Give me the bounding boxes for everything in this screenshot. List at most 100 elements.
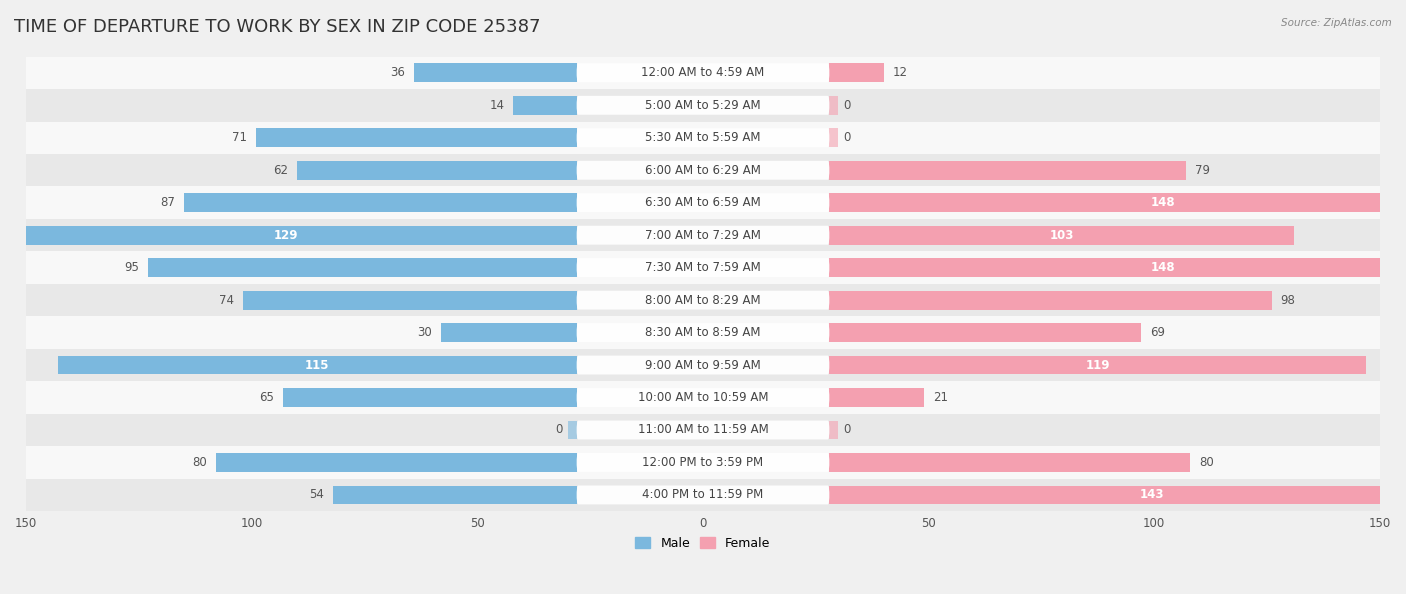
Text: 95: 95 xyxy=(124,261,139,274)
Text: 4:00 PM to 11:59 PM: 4:00 PM to 11:59 PM xyxy=(643,488,763,501)
Bar xyxy=(830,323,1140,342)
Text: 8:30 AM to 8:59 AM: 8:30 AM to 8:59 AM xyxy=(645,326,761,339)
Text: 115: 115 xyxy=(305,359,329,372)
FancyBboxPatch shape xyxy=(576,421,830,440)
Text: 143: 143 xyxy=(1140,488,1164,501)
Text: 87: 87 xyxy=(160,196,174,209)
Text: 79: 79 xyxy=(1195,164,1209,177)
FancyBboxPatch shape xyxy=(27,89,1379,122)
FancyBboxPatch shape xyxy=(27,479,1379,511)
Text: 6:00 AM to 6:29 AM: 6:00 AM to 6:29 AM xyxy=(645,164,761,177)
Bar xyxy=(148,258,576,277)
Text: 7:30 AM to 7:59 AM: 7:30 AM to 7:59 AM xyxy=(645,261,761,274)
Bar xyxy=(830,290,1271,309)
FancyBboxPatch shape xyxy=(576,64,830,82)
Bar xyxy=(830,193,1406,212)
Text: 0: 0 xyxy=(842,424,851,437)
Text: 119: 119 xyxy=(1085,359,1111,372)
FancyBboxPatch shape xyxy=(27,349,1379,381)
Text: 36: 36 xyxy=(391,67,405,80)
Bar xyxy=(830,258,1406,277)
Bar xyxy=(256,128,576,147)
FancyBboxPatch shape xyxy=(576,356,830,374)
Bar xyxy=(830,388,924,407)
Bar xyxy=(568,421,576,440)
FancyBboxPatch shape xyxy=(27,414,1379,446)
FancyBboxPatch shape xyxy=(27,317,1379,349)
Text: 30: 30 xyxy=(418,326,432,339)
Text: 21: 21 xyxy=(934,391,948,404)
Text: 54: 54 xyxy=(309,488,323,501)
Bar xyxy=(830,453,1191,472)
FancyBboxPatch shape xyxy=(27,446,1379,479)
Text: 65: 65 xyxy=(260,391,274,404)
Bar xyxy=(415,64,576,82)
Text: TIME OF DEPARTURE TO WORK BY SEX IN ZIP CODE 25387: TIME OF DEPARTURE TO WORK BY SEX IN ZIP … xyxy=(14,18,540,36)
Text: 69: 69 xyxy=(1150,326,1164,339)
Bar xyxy=(830,356,1367,374)
FancyBboxPatch shape xyxy=(576,96,830,115)
Bar xyxy=(513,96,576,115)
Bar xyxy=(830,161,1185,179)
Bar xyxy=(830,485,1406,504)
Bar xyxy=(830,128,838,147)
FancyBboxPatch shape xyxy=(576,193,830,212)
Text: 11:00 AM to 11:59 AM: 11:00 AM to 11:59 AM xyxy=(638,424,768,437)
Bar xyxy=(830,421,838,440)
FancyBboxPatch shape xyxy=(27,187,1379,219)
Bar xyxy=(830,96,838,115)
Bar xyxy=(297,161,576,179)
Bar xyxy=(184,193,576,212)
Text: 129: 129 xyxy=(273,229,298,242)
Legend: Male, Female: Male, Female xyxy=(630,532,776,555)
Bar xyxy=(441,323,576,342)
Text: 5:00 AM to 5:29 AM: 5:00 AM to 5:29 AM xyxy=(645,99,761,112)
FancyBboxPatch shape xyxy=(27,251,1379,284)
FancyBboxPatch shape xyxy=(576,258,830,277)
Text: 0: 0 xyxy=(555,424,564,437)
Text: 148: 148 xyxy=(1152,196,1175,209)
FancyBboxPatch shape xyxy=(27,381,1379,414)
Text: 62: 62 xyxy=(273,164,288,177)
FancyBboxPatch shape xyxy=(576,388,830,407)
Text: 80: 80 xyxy=(1199,456,1215,469)
Bar xyxy=(58,356,576,374)
Text: 12:00 AM to 4:59 AM: 12:00 AM to 4:59 AM xyxy=(641,67,765,80)
Text: 12:00 PM to 3:59 PM: 12:00 PM to 3:59 PM xyxy=(643,456,763,469)
Text: 98: 98 xyxy=(1281,293,1295,307)
Text: 74: 74 xyxy=(219,293,233,307)
Text: 6:30 AM to 6:59 AM: 6:30 AM to 6:59 AM xyxy=(645,196,761,209)
Bar xyxy=(830,226,1294,245)
Text: 103: 103 xyxy=(1049,229,1074,242)
FancyBboxPatch shape xyxy=(576,453,830,472)
FancyBboxPatch shape xyxy=(27,154,1379,187)
FancyBboxPatch shape xyxy=(27,122,1379,154)
Text: 7:00 AM to 7:29 AM: 7:00 AM to 7:29 AM xyxy=(645,229,761,242)
Bar xyxy=(0,226,576,245)
FancyBboxPatch shape xyxy=(576,290,830,309)
Text: Source: ZipAtlas.com: Source: ZipAtlas.com xyxy=(1281,18,1392,28)
Bar xyxy=(830,64,883,82)
FancyBboxPatch shape xyxy=(576,226,830,245)
Text: 0: 0 xyxy=(842,99,851,112)
Text: 148: 148 xyxy=(1152,261,1175,274)
FancyBboxPatch shape xyxy=(27,284,1379,317)
Text: 8:00 AM to 8:29 AM: 8:00 AM to 8:29 AM xyxy=(645,293,761,307)
FancyBboxPatch shape xyxy=(576,485,830,504)
Bar xyxy=(333,485,576,504)
Text: 80: 80 xyxy=(191,456,207,469)
Bar xyxy=(215,453,576,472)
Bar xyxy=(284,388,576,407)
Text: 5:30 AM to 5:59 AM: 5:30 AM to 5:59 AM xyxy=(645,131,761,144)
Text: 10:00 AM to 10:59 AM: 10:00 AM to 10:59 AM xyxy=(638,391,768,404)
FancyBboxPatch shape xyxy=(27,56,1379,89)
FancyBboxPatch shape xyxy=(576,323,830,342)
Bar xyxy=(243,290,576,309)
Text: 14: 14 xyxy=(489,99,505,112)
FancyBboxPatch shape xyxy=(576,128,830,147)
Text: 12: 12 xyxy=(893,67,907,80)
Text: 71: 71 xyxy=(232,131,247,144)
Text: 0: 0 xyxy=(842,131,851,144)
FancyBboxPatch shape xyxy=(576,161,830,179)
FancyBboxPatch shape xyxy=(27,219,1379,251)
